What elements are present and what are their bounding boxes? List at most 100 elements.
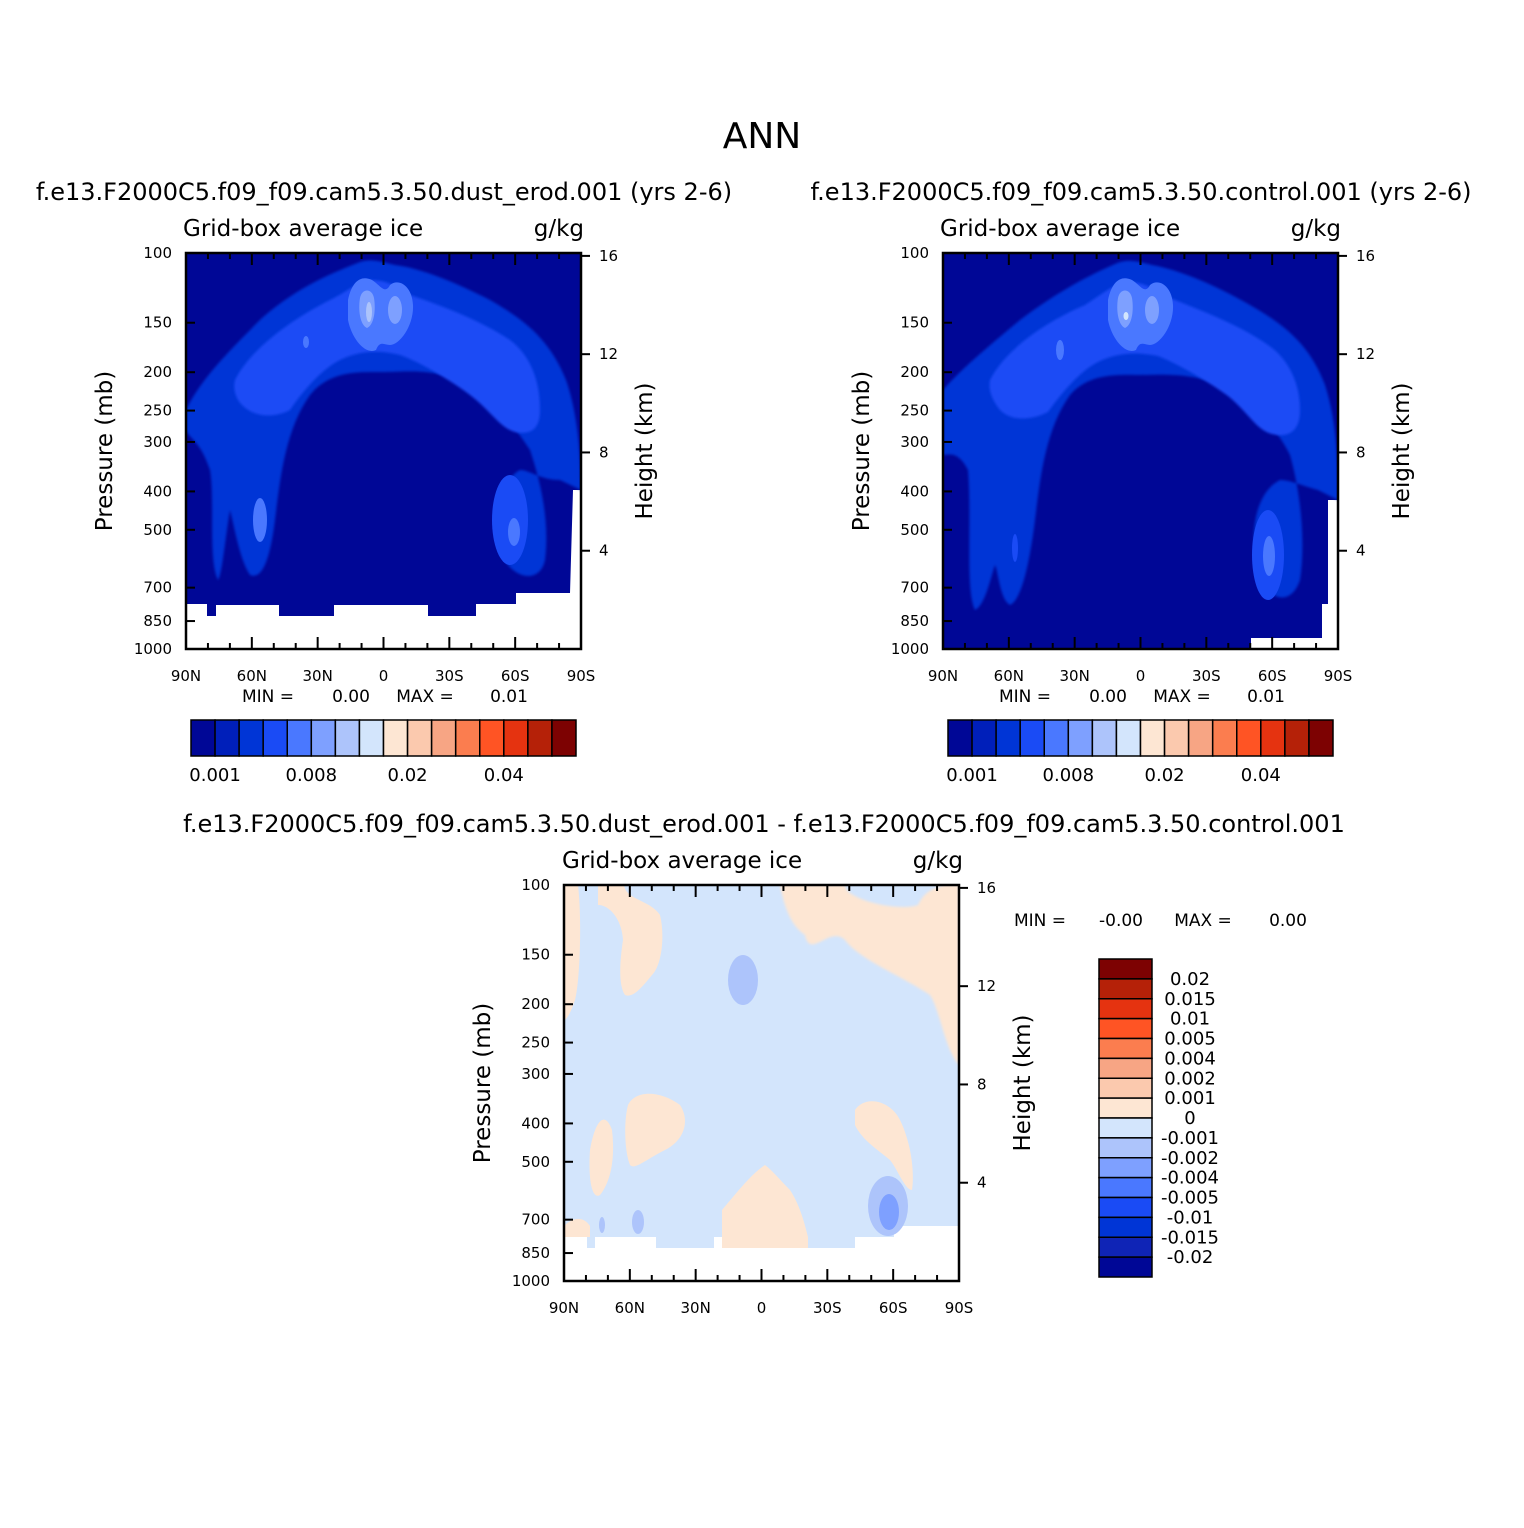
panel-b-y2tick-label-1: 12 bbox=[1356, 345, 1375, 363]
panel-b-cbar-swatch-15 bbox=[1308, 719, 1334, 757]
panel-difference: f.e13.F2000C5.f09_f09.cam5.3.50.dust_ero… bbox=[183, 810, 1345, 1317]
panel-b-cbar-swatch-13 bbox=[1260, 719, 1286, 757]
panel-c-title: f.e13.F2000C5.f09_f09.cam5.3.50.dust_ero… bbox=[183, 810, 1345, 838]
panel-c-cbar-label-6: 0.001 bbox=[1164, 1088, 1216, 1109]
panel-b-ytick-label-0: 100 bbox=[900, 244, 929, 262]
panel-b-xtick-label-2: 30N bbox=[1060, 667, 1090, 685]
panel-c-pos-4 bbox=[625, 1093, 685, 1167]
panel-c-pos-3 bbox=[780, 885, 959, 1065]
panel-a-blob-right-inner bbox=[508, 518, 520, 546]
panel-b-units: g/kg bbox=[1291, 216, 1341, 242]
panel-a-cbar-swatch-3 bbox=[262, 719, 288, 757]
panel-a-dot bbox=[303, 336, 309, 348]
panel-c-ytick-label-5: 400 bbox=[521, 1114, 550, 1132]
panel-b-axes: 100 150 200 250 300 400 500 700 850 1000 16 12 8 4 90N… bbox=[891, 244, 1375, 685]
panel-b-max: 0.01 bbox=[1247, 687, 1285, 707]
panel-a-cbar-swatch-2 bbox=[238, 719, 264, 757]
panel-c-y2tick-label-1: 12 bbox=[977, 977, 996, 995]
panel-a-min-label: MIN = bbox=[242, 687, 294, 707]
panel-a-cbar-swatch-7 bbox=[358, 719, 385, 757]
panel-b-min-label: MIN = bbox=[999, 687, 1051, 707]
panel-a-cbar-swatch-10 bbox=[430, 719, 457, 757]
panel-b-cbar-swatch-1 bbox=[971, 719, 997, 757]
panel-b-ytick-label-7: 700 bbox=[900, 579, 929, 597]
panel-c-neg-1 bbox=[728, 955, 758, 1005]
panel-a-xtick-label-6: 90S bbox=[567, 667, 596, 685]
panel-c-cbar-swatch-8 bbox=[1098, 1117, 1153, 1139]
panel-a-cbar-swatch-14 bbox=[527, 719, 553, 757]
panel-c-ytick-label-6: 500 bbox=[521, 1153, 550, 1171]
panel-b-y2tick-label-0: 16 bbox=[1356, 247, 1375, 265]
panel-a-min: 0.00 bbox=[332, 687, 370, 707]
panel-c-pos-6 bbox=[855, 1101, 913, 1190]
panel-a-cbar-swatch-5 bbox=[310, 719, 337, 757]
panel-c-colorbar: 0.020.0150.010.0050.0040.0020.0010-0.001… bbox=[1098, 958, 1219, 1278]
panel-a-xtick-label-4: 30S bbox=[435, 667, 464, 685]
panel-c-cbar-label-0: 0.02 bbox=[1170, 969, 1210, 990]
panel-a-y2label: Height (km) bbox=[632, 382, 658, 519]
panel-b-cbar-label-0: 0.001 bbox=[946, 765, 998, 786]
panel-b-ytick-label-5: 400 bbox=[900, 482, 929, 500]
panel-a-y2tick-label-0: 16 bbox=[599, 247, 618, 265]
panel-b-cbar-swatch-3 bbox=[1019, 719, 1045, 757]
panel-a-ytick-label-1: 150 bbox=[143, 314, 172, 332]
panel-c-cbar-swatch-7 bbox=[1098, 1097, 1153, 1119]
panel-c-ytick-label-8: 850 bbox=[521, 1244, 550, 1262]
panel-a-cbar-swatch-0 bbox=[190, 719, 216, 757]
panel-c-xtick-label-6: 90S bbox=[945, 1299, 974, 1317]
panel-b-cbar-swatch-10 bbox=[1187, 719, 1214, 757]
panel-c-xtick-label-5: 60S bbox=[879, 1299, 908, 1317]
panel-c-cbar-label-14: -0.02 bbox=[1167, 1247, 1214, 1268]
panel-c-neg-3 bbox=[879, 1194, 899, 1230]
panel-b-cbar-swatch-12 bbox=[1236, 719, 1262, 757]
panel-a-cbar-swatch-6 bbox=[334, 719, 361, 757]
panel-a-xtick-label-1: 60N bbox=[237, 667, 267, 685]
panel-b-xtick-label-6: 90S bbox=[1324, 667, 1353, 685]
panel-a-xtick-label-5: 60S bbox=[501, 667, 530, 685]
panel-c-cbar-swatch-5 bbox=[1098, 1057, 1153, 1079]
panel-c-cbar-swatch-12 bbox=[1098, 1196, 1153, 1219]
panel-b-cbar-swatch-5 bbox=[1067, 719, 1094, 757]
panel-c-pos-1 bbox=[564, 885, 581, 1020]
panel-a-cbar-swatch-15 bbox=[551, 719, 577, 757]
panel-b-level-4 bbox=[989, 282, 1300, 436]
panel-b-level-6b bbox=[1145, 296, 1159, 324]
panel-c-min-label: MIN = bbox=[1014, 911, 1066, 931]
panel-a-ytick-label-2: 200 bbox=[143, 363, 172, 381]
panel-dust-erod: f.e13.F2000C5.f09_f09.cam5.3.50.dust_ero… bbox=[36, 178, 732, 786]
panel-c-cbar-swatch-15 bbox=[1098, 1256, 1153, 1278]
panel-a-contours bbox=[186, 253, 581, 649]
panel-b-dot bbox=[1056, 340, 1064, 360]
panel-c-cbar-label-8: -0.001 bbox=[1161, 1128, 1219, 1149]
panel-c-level-neg bbox=[564, 885, 959, 1248]
panel-b-level-8 bbox=[1123, 312, 1129, 320]
panel-b-blob-right-inner bbox=[1263, 536, 1275, 576]
panel-a-cbar-swatch-11 bbox=[454, 719, 481, 757]
panel-a-blob-left bbox=[253, 498, 267, 542]
panel-a-ytick-label-0: 100 bbox=[143, 244, 172, 262]
panel-a-cbar-swatch-8 bbox=[382, 719, 409, 757]
panel-c-y2tick-label-3: 4 bbox=[977, 1174, 987, 1192]
panel-c-axes: 100 150 200 250 300 400 500 700 850 1000 16 12 8 4 90N… bbox=[512, 876, 996, 1317]
panel-c-ytick-label-4: 300 bbox=[521, 1065, 550, 1083]
panel-c-cbar-swatch-11 bbox=[1098, 1176, 1153, 1199]
panel-a-xtick-label-0: 90N bbox=[171, 667, 201, 685]
panel-c-cbar-label-2: 0.01 bbox=[1170, 1009, 1210, 1030]
panel-b-y2label: Height (km) bbox=[1389, 382, 1415, 519]
panel-c-cbar-swatch-13 bbox=[1098, 1216, 1153, 1238]
panel-b-cbar-label-2: 0.02 bbox=[1145, 765, 1185, 786]
panel-c-ytick-label-2: 200 bbox=[521, 995, 550, 1013]
panel-c-pos-7 bbox=[722, 1165, 808, 1248]
panel-b-cbar-swatch-2 bbox=[995, 719, 1021, 757]
panel-b-ytick-label-2: 200 bbox=[900, 363, 929, 381]
panel-a-cbar-swatch-9 bbox=[406, 719, 433, 757]
panel-c-cbar-swatch-6 bbox=[1098, 1077, 1153, 1099]
panel-b-blob-left bbox=[1012, 534, 1018, 562]
panel-a-ytick-label-6: 500 bbox=[143, 521, 172, 539]
panel-c-cbar-swatch-9 bbox=[1098, 1137, 1153, 1159]
panel-c-xtick-label-1: 60N bbox=[615, 1299, 645, 1317]
panel-c-cbar-label-11: -0.005 bbox=[1161, 1188, 1219, 1209]
panel-b-level-6 bbox=[1117, 290, 1133, 328]
panel-a-ylabel: Pressure (mb) bbox=[92, 371, 118, 531]
